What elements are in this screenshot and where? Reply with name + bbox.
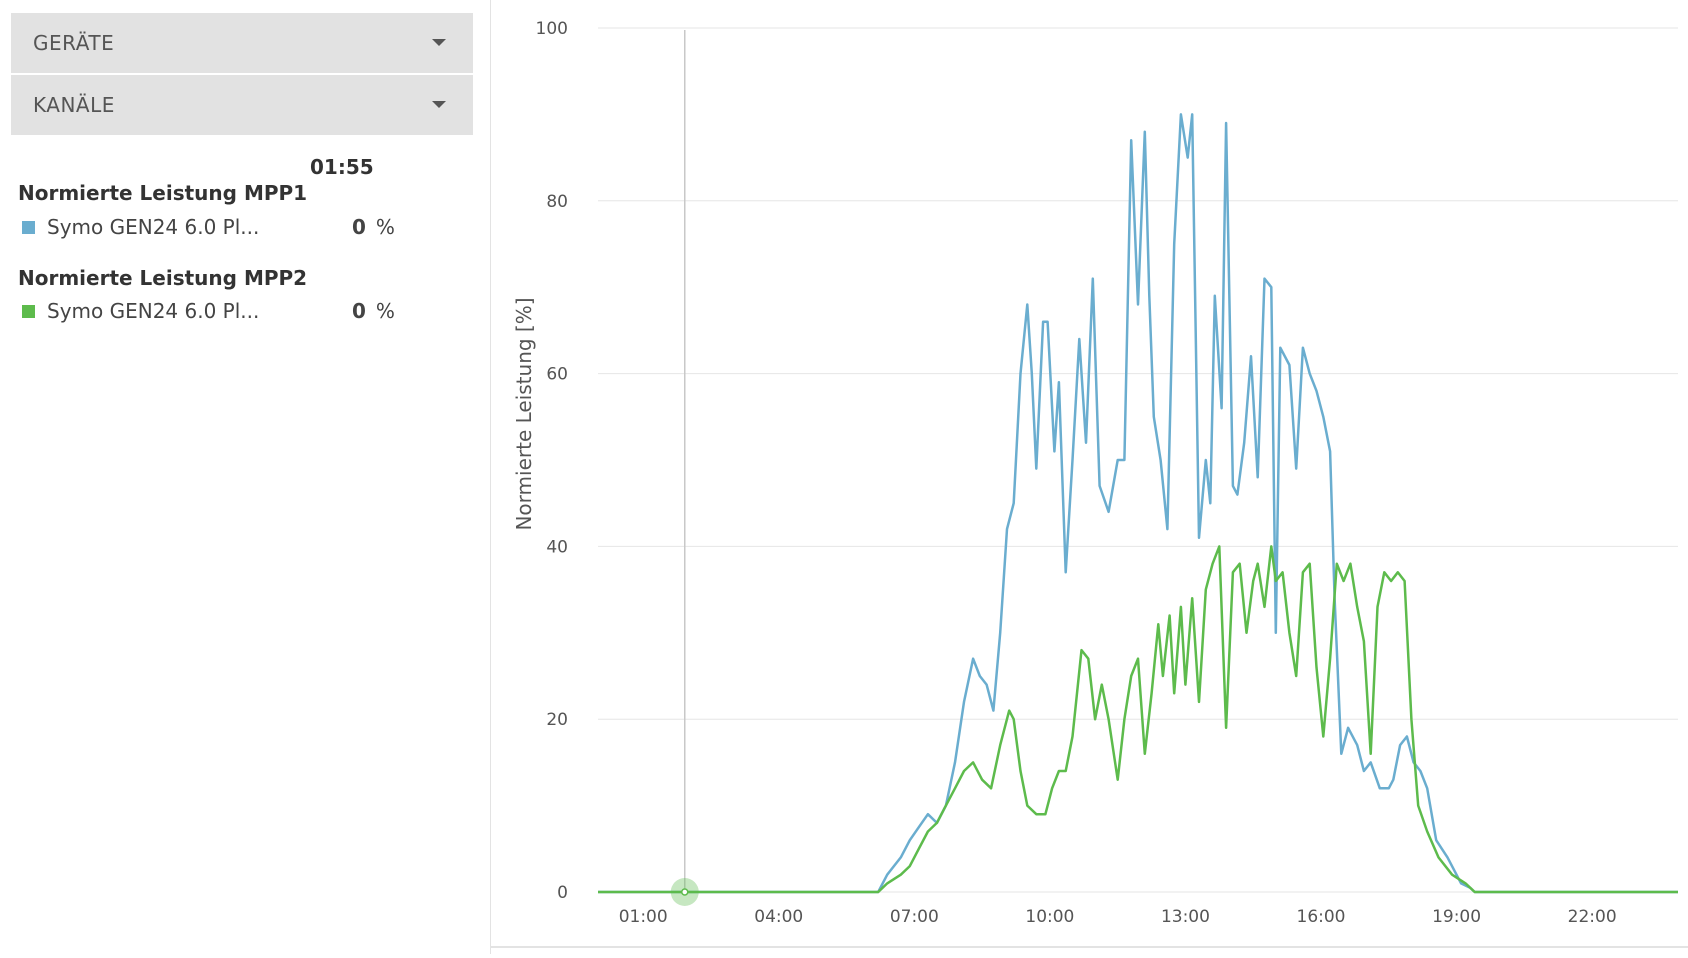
- power-chart[interactable]: 0 20 40 60 80 100 01:00 04:00 07:00 10:00 13:00 16:…: [491, 0, 1688, 954]
- chevron-down-icon: [432, 39, 446, 46]
- x-tick-label: 01:00: [619, 907, 668, 927]
- legend-entry-name: Symo GEN24 6.0 Pl...: [47, 215, 260, 239]
- x-tick-label: 13:00: [1161, 907, 1210, 927]
- chevron-down-icon: [432, 101, 446, 108]
- series-line-2: [598, 545, 1678, 894]
- legend-entry-unit: %: [375, 215, 395, 239]
- chart-bottom-divider: [491, 946, 1688, 948]
- x-tick-label: 16:00: [1297, 907, 1346, 927]
- legend-entry-name: Symo GEN24 6.0 Pl...: [47, 299, 260, 323]
- x-tick-label: 04:00: [754, 907, 803, 927]
- cursor-marker: [681, 888, 689, 896]
- y-tick-label: 80: [546, 192, 568, 212]
- cursor-time: 01:55: [310, 155, 374, 179]
- x-tick-label: 10:00: [1025, 907, 1074, 927]
- group-title-mpp1: Normierte Leistung MPP1: [18, 181, 308, 205]
- series-line-1: [598, 113, 1678, 894]
- y-tick-label: 20: [546, 710, 568, 730]
- x-tick-label: 07:00: [890, 907, 939, 927]
- devices-dropdown-label: GERÄTE: [33, 31, 115, 55]
- chart-container[interactable]: 0 20 40 60 80 100 01:00 04:00 07:00 10:00 13:00 16:…: [491, 0, 1688, 954]
- channels-dropdown-label: KANÄLE: [33, 93, 115, 117]
- x-tick-label: 22:00: [1568, 907, 1617, 927]
- series-color-swatch: [22, 220, 35, 234]
- legend-entry-value: 0: [352, 215, 366, 239]
- legend-entry-mpp1[interactable]: Symo GEN24 6.0 Pl... 0 %: [22, 214, 402, 240]
- legend-entry-unit: %: [375, 299, 395, 323]
- y-tick-label: 0: [557, 883, 568, 903]
- group-title-mpp2: Normierte Leistung MPP2: [18, 266, 308, 290]
- y-tick-label: 60: [546, 365, 568, 385]
- channels-dropdown[interactable]: KANÄLE: [11, 75, 473, 135]
- devices-dropdown[interactable]: GERÄTE: [11, 13, 473, 73]
- y-tick-label: 100: [536, 19, 568, 39]
- legend-entry-value: 0: [352, 299, 366, 323]
- legend-entry-mpp2[interactable]: Symo GEN24 6.0 Pl... 0 %: [22, 298, 402, 324]
- series-color-swatch: [22, 304, 35, 318]
- sidebar: GERÄTE KANÄLE 01:55 Normierte Leistung M…: [0, 0, 491, 954]
- y-tick-label: 40: [546, 537, 568, 557]
- x-tick-label: 19:00: [1432, 907, 1481, 927]
- y-axis-label: Normierte Leistung [%]: [512, 297, 536, 530]
